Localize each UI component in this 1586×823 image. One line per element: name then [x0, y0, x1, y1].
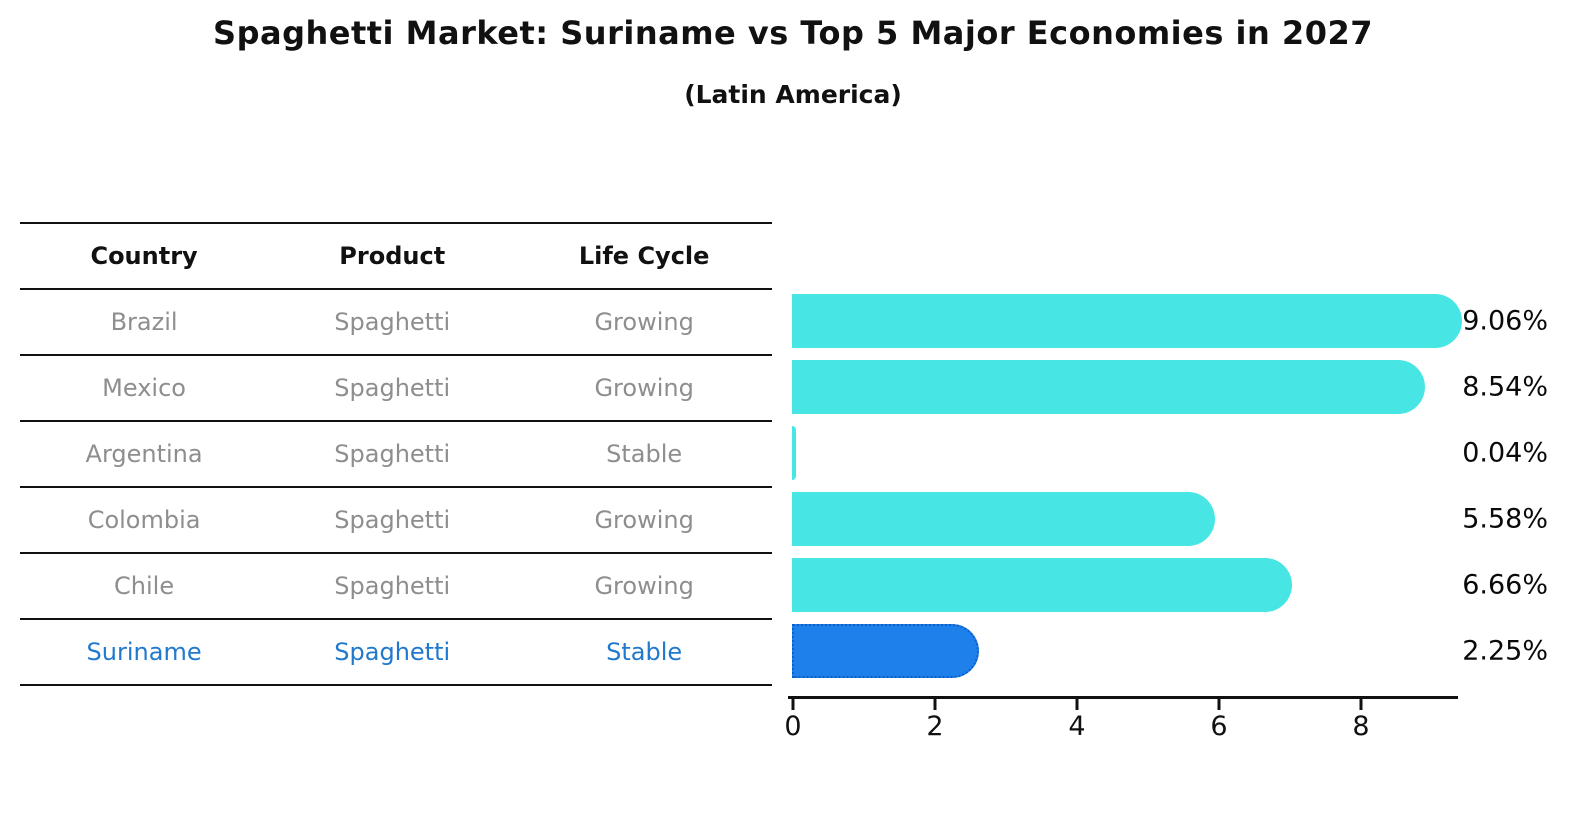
bar-row: 5.58% [792, 486, 1586, 552]
x-tick-label: 2 [926, 711, 944, 742]
bar-value-label: 0.04% [1462, 437, 1548, 469]
x-tick-label: 6 [1210, 711, 1228, 742]
bar-value-label: 9.06% [1462, 305, 1548, 337]
bar-argentina [792, 426, 796, 480]
bar-plot-area: 9.06% 8.54% 0.04% 5.58% 6.66% 2.25% [792, 288, 1586, 684]
x-tick-label: 0 [784, 711, 802, 742]
x-tick-label: 4 [1068, 711, 1086, 742]
chart-subtitle: (Latin America) [684, 80, 902, 109]
cell-lifecycle: Growing [594, 506, 694, 534]
column-header-country: Country [90, 242, 198, 270]
cell-product: Spaghetti [334, 374, 451, 402]
cell-country: Chile [114, 572, 175, 600]
cell-product: Spaghetti [334, 572, 451, 600]
cell-lifecycle: Growing [594, 572, 694, 600]
bar-row: 8.54% [792, 354, 1586, 420]
x-axis-spine [788, 696, 1458, 699]
bar-value-label: 6.66% [1462, 569, 1548, 601]
cell-product: Spaghetti [334, 308, 451, 336]
bar-highlight-suriname [792, 624, 979, 678]
bar-mexico [792, 360, 1426, 414]
bar-value-label: 2.25% [1462, 635, 1548, 667]
cell-country: Colombia [87, 506, 201, 534]
cell-lifecycle: Growing [594, 374, 694, 402]
cell-lifecycle: Growing [594, 308, 694, 336]
x-tick-mark [1359, 699, 1363, 710]
table-row: Chile Spaghetti Growing [20, 554, 772, 620]
table-header-row: Country Product Life Cycle [20, 224, 772, 290]
cell-country: Argentina [85, 440, 203, 468]
cell-product: Spaghetti [334, 638, 451, 666]
bar-row: 9.06% [792, 288, 1586, 354]
bar-row: 6.66% [792, 552, 1586, 618]
bar-colombia [792, 492, 1216, 546]
x-tick-mark [1217, 699, 1221, 710]
x-tick-mark [933, 699, 937, 710]
table-row: Colombia Spaghetti Growing [20, 488, 772, 554]
table-body: Brazil Spaghetti Growing Mexico Spaghetti Gro… [20, 290, 772, 686]
bar-chile [792, 558, 1292, 612]
cell-lifecycle: Stable [606, 440, 683, 468]
bar-brazil [792, 294, 1463, 348]
table-row: Argentina Spaghetti Stable [20, 422, 772, 488]
cell-country: Mexico [102, 374, 186, 402]
x-tick-mark [791, 699, 795, 710]
cell-product: Spaghetti [334, 440, 451, 468]
x-axis: 0 2 4 6 8 [784, 696, 1458, 756]
table-row: Brazil Spaghetti Growing [20, 290, 772, 356]
cell-lifecycle: Stable [606, 638, 683, 666]
x-tick-label: 8 [1352, 711, 1370, 742]
column-header-lifecycle: Life Cycle [578, 242, 710, 270]
cell-country: Brazil [110, 308, 178, 336]
table-row: Mexico Spaghetti Growing [20, 356, 772, 422]
cell-country: Suriname [86, 638, 202, 666]
table-row: Suriname Spaghetti Stable [20, 620, 772, 686]
x-tick-mark [1075, 699, 1079, 710]
bar-row: 0.04% [792, 420, 1586, 486]
bar-value-label: 8.54% [1462, 371, 1548, 403]
bar-row: 2.25% [792, 618, 1586, 684]
bar-value-label: 5.58% [1462, 503, 1548, 535]
column-header-product: Product [339, 242, 446, 270]
country-table: Country Product Life Cycle Brazil Spaghet… [20, 222, 772, 686]
chart-title: Spaghetti Market: Suriname vs Top 5 Majo… [213, 14, 1373, 52]
cell-product: Spaghetti [334, 506, 451, 534]
